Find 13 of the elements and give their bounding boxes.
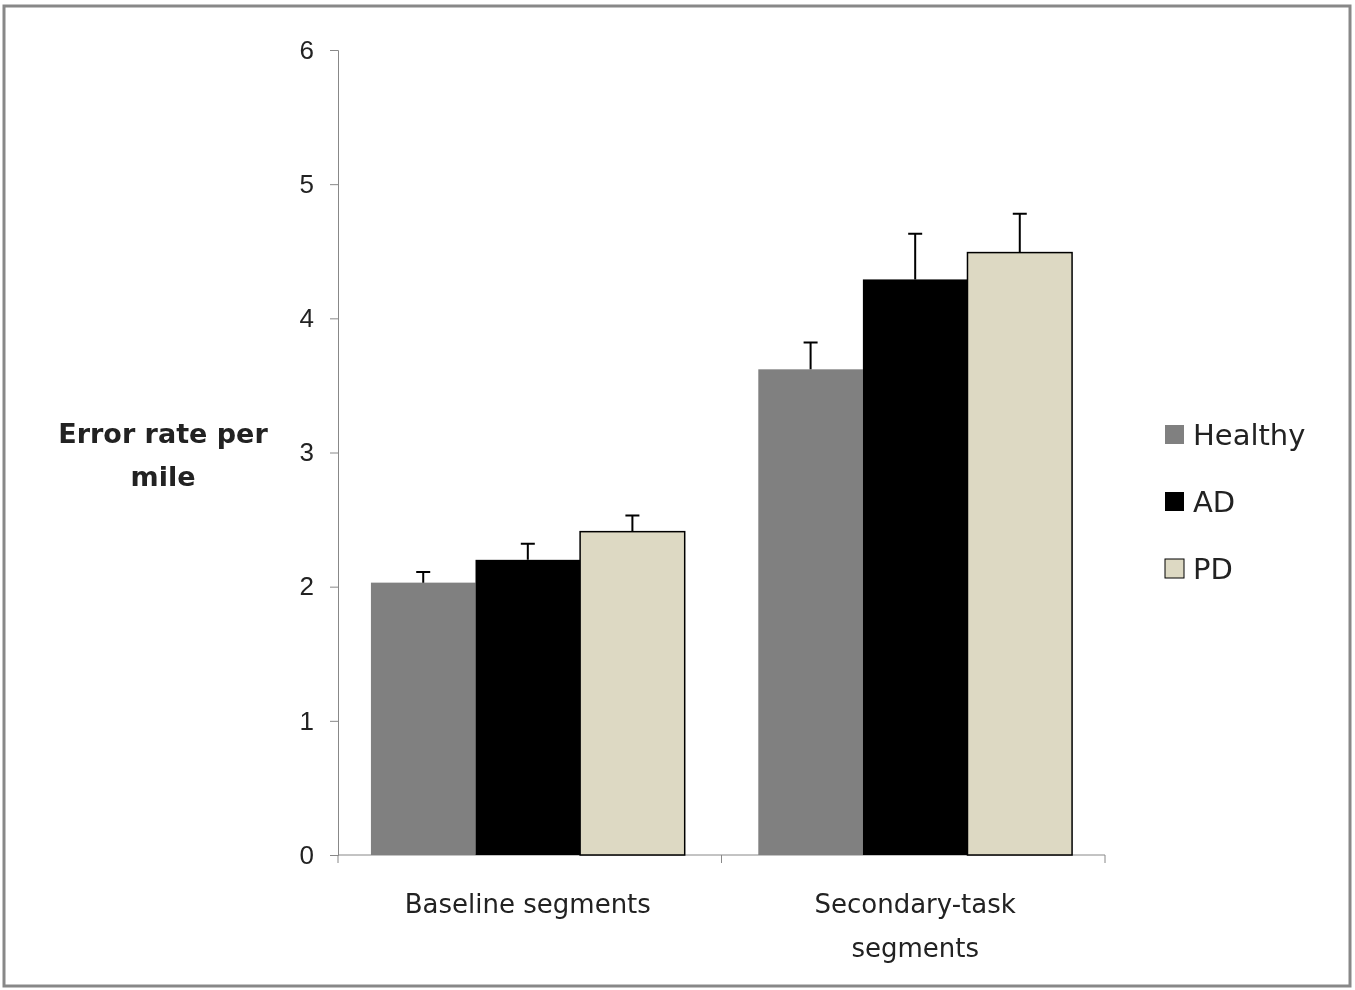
y-tick-label: 2 (299, 571, 314, 602)
legend-label: AD (1193, 485, 1236, 519)
y-tick-label: 4 (299, 303, 314, 334)
y-tick-label: 1 (299, 705, 314, 736)
x-tick-label: Secondary-task segments (814, 889, 1016, 963)
y-tick-label: 5 (299, 168, 314, 199)
y-tick-label: 0 (299, 839, 314, 870)
legend-label: PD (1193, 552, 1233, 586)
y-tick-label: 6 (299, 34, 314, 65)
y-tick-label: 3 (299, 437, 314, 468)
x-tick-label: Baseline segments (404, 889, 651, 919)
y-axis-title: Error rate per mile (58, 418, 269, 492)
legend-label: Healthy (1193, 418, 1306, 452)
